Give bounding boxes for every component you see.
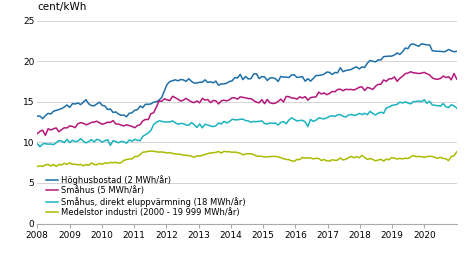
Höghusbostad (2 MWh/år) <box>286 76 292 79</box>
Medelstor industri (2000 - 19 999 MWh/år) <box>148 150 154 153</box>
Medelstor industri (2000 - 19 999 MWh/år) <box>34 165 40 168</box>
Höghusbostad (2 MWh/år) <box>419 42 425 45</box>
Småhus (5 MWh/år) <box>42 134 48 137</box>
Småhus, direkt eluppvärmning (18 MWh/år) <box>421 98 427 101</box>
Småhus (5 MWh/år) <box>194 99 200 103</box>
Höghusbostad (2 MWh/år) <box>210 81 216 84</box>
Medelstor industri (2000 - 19 999 MWh/år) <box>289 159 295 162</box>
Medelstor industri (2000 - 19 999 MWh/år) <box>378 158 384 161</box>
Medelstor industri (2000 - 19 999 MWh/år) <box>454 150 459 153</box>
Text: cent/kWh: cent/kWh <box>37 2 87 12</box>
Småhus (5 MWh/år) <box>286 95 292 98</box>
Medelstor industri (2000 - 19 999 MWh/år) <box>197 154 202 158</box>
Småhus (5 MWh/år) <box>376 83 381 86</box>
Line: Småhus, direkt eluppvärmning (18 MWh/år): Småhus, direkt eluppvärmning (18 MWh/år) <box>37 100 457 147</box>
Höghusbostad (2 MWh/år) <box>194 81 200 85</box>
Legend: Höghusbostad (2 MWh/år), Småhus (5 MWh/år), Småhus, direkt eluppvärmning (18 MWh: Höghusbostad (2 MWh/år), Småhus (5 MWh/å… <box>46 175 246 217</box>
Line: Småhus (5 MWh/år): Småhus (5 MWh/år) <box>37 72 457 135</box>
Höghusbostad (2 MWh/år) <box>34 115 40 118</box>
Höghusbostad (2 MWh/år) <box>327 71 332 74</box>
Småhus (5 MWh/år) <box>34 132 40 135</box>
Höghusbostad (2 MWh/år) <box>143 103 148 106</box>
Line: Medelstor industri (2000 - 19 999 MWh/år): Medelstor industri (2000 - 19 999 MWh/år… <box>37 151 457 167</box>
Line: Höghusbostad (2 MWh/år): Höghusbostad (2 MWh/år) <box>37 44 457 119</box>
Småhus, direkt eluppvärmning (18 MWh/år) <box>143 133 148 136</box>
Medelstor industri (2000 - 19 999 MWh/år) <box>40 165 46 168</box>
Medelstor industri (2000 - 19 999 MWh/år) <box>213 151 219 154</box>
Småhus, direkt eluppvärmning (18 MWh/år) <box>210 125 216 128</box>
Småhus, direkt eluppvärmning (18 MWh/år) <box>376 112 381 115</box>
Höghusbostad (2 MWh/år) <box>454 50 459 53</box>
Småhus, direkt eluppvärmning (18 MWh/år) <box>194 126 200 129</box>
Småhus, direkt eluppvärmning (18 MWh/år) <box>286 118 292 122</box>
Höghusbostad (2 MWh/år) <box>376 58 381 61</box>
Småhus (5 MWh/år) <box>454 77 459 80</box>
Medelstor industri (2000 - 19 999 MWh/år) <box>329 158 335 161</box>
Småhus, direkt eluppvärmning (18 MWh/år) <box>327 115 332 118</box>
Småhus (5 MWh/år) <box>143 118 148 121</box>
Medelstor industri (2000 - 19 999 MWh/år) <box>143 150 148 153</box>
Småhus, direkt eluppvärmning (18 MWh/år) <box>454 107 459 110</box>
Småhus, direkt eluppvärmning (18 MWh/år) <box>37 145 43 148</box>
Småhus (5 MWh/år) <box>327 92 332 95</box>
Småhus, direkt eluppvärmning (18 MWh/år) <box>34 142 40 145</box>
Höghusbostad (2 MWh/år) <box>40 117 46 120</box>
Småhus (5 MWh/år) <box>408 70 413 73</box>
Småhus (5 MWh/år) <box>210 99 216 102</box>
